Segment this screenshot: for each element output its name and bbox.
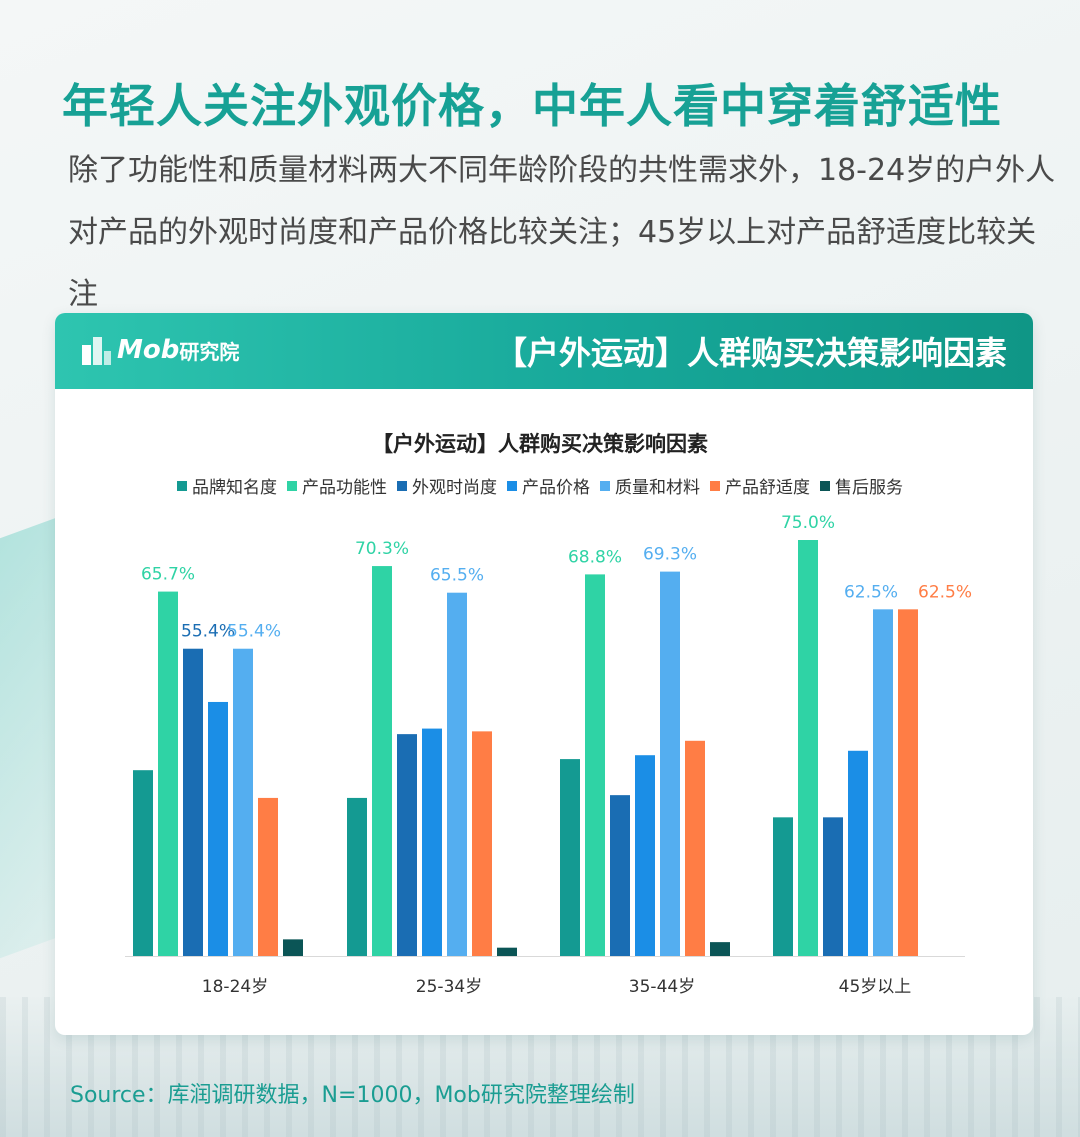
bar <box>183 648 203 956</box>
bar <box>873 609 893 956</box>
bar <box>635 755 655 956</box>
bar <box>208 701 228 956</box>
logo-text: Mob <box>117 335 180 365</box>
data-label: 65.7% <box>141 565 195 585</box>
data-label: 65.5% <box>430 566 484 586</box>
legend-swatch <box>710 480 720 491</box>
bar <box>472 731 492 956</box>
bar <box>258 797 278 956</box>
building-logo-icon <box>82 337 111 365</box>
legend-label: 质量和材料 <box>615 478 700 498</box>
legend-item: 质量和材料 <box>600 473 700 498</box>
bar <box>898 609 918 956</box>
legend-swatch <box>397 480 407 491</box>
legend-label: 产品舒适度 <box>725 478 810 498</box>
bar <box>585 574 605 956</box>
bar <box>347 797 367 956</box>
mob-logo: Mob 研究院 <box>79 333 239 367</box>
source-note: Source：库润调研数据，N=1000，Mob研究院整理绘制 <box>70 1083 635 1108</box>
x-tick-label: 45岁以上 <box>839 977 912 997</box>
legend-label: 产品功能性 <box>302 478 387 498</box>
bar <box>133 770 153 956</box>
legend-swatch <box>177 480 187 491</box>
chart-title: 【户外运动】人群购买决策影响因素 <box>372 432 708 456</box>
chart-legend: 品牌知名度 产品功能性 外观时尚度 产品价格 质量和材料 产品舒适度 售后服务 <box>0 473 1080 498</box>
legend-label: 品牌知名度 <box>192 478 277 498</box>
data-label: 70.3% <box>355 539 409 559</box>
legend-item: 产品功能性 <box>287 473 387 498</box>
legend-item: 外观时尚度 <box>397 473 497 498</box>
data-label: 62.5% <box>844 582 898 602</box>
card-header-title: 【户外运动】人群购买决策影响因素 <box>494 334 1007 372</box>
legend-item: 品牌知名度 <box>177 473 277 498</box>
card-header: Mob 研究院 【户外运动】人群购买决策影响因素 <box>55 313 1033 389</box>
intro-paragraph: 除了功能性和质量材料两大不同年龄阶段的共性需求外，18-24岁的户外人对产品的外… <box>68 153 1056 312</box>
bar <box>447 592 467 956</box>
bar <box>397 734 417 956</box>
data-label: 68.8% <box>568 547 622 567</box>
bar <box>560 759 580 956</box>
data-label: 55.4% <box>181 622 235 642</box>
legend-label: 外观时尚度 <box>412 478 497 498</box>
bar <box>710 942 730 956</box>
data-label: 75.0% <box>781 513 835 533</box>
logo-text-cn: 研究院 <box>179 339 240 364</box>
data-label: 62.5% <box>918 582 972 602</box>
legend-item: 售后服务 <box>820 473 903 498</box>
x-tick-label: 18-24岁 <box>202 977 268 997</box>
page-headline: 年轻人关注外观价格，中年人看中穿着舒适性 <box>62 79 1002 133</box>
bar <box>848 750 868 956</box>
bar <box>798 540 818 956</box>
bar <box>497 947 517 956</box>
data-label: 55.4% <box>227 622 281 642</box>
legend-item: 产品价格 <box>507 473 590 498</box>
bar <box>283 939 303 956</box>
bar <box>823 817 843 956</box>
bar <box>773 817 793 956</box>
legend-label: 售后服务 <box>835 478 903 498</box>
bar <box>685 740 705 956</box>
bar <box>158 591 178 956</box>
bar <box>372 566 392 956</box>
bar <box>422 728 442 956</box>
legend-swatch <box>600 480 610 491</box>
bar <box>660 571 680 956</box>
legend-swatch <box>820 480 830 491</box>
legend-swatch <box>287 480 297 491</box>
legend-item: 产品舒适度 <box>710 473 810 498</box>
legend-swatch <box>507 480 517 491</box>
data-label: 69.3% <box>643 545 697 565</box>
bar <box>610 795 630 956</box>
legend-label: 产品价格 <box>522 478 590 498</box>
bar <box>233 648 253 956</box>
x-tick-label: 25-34岁 <box>416 977 482 997</box>
x-tick-label: 35-44岁 <box>629 977 695 997</box>
